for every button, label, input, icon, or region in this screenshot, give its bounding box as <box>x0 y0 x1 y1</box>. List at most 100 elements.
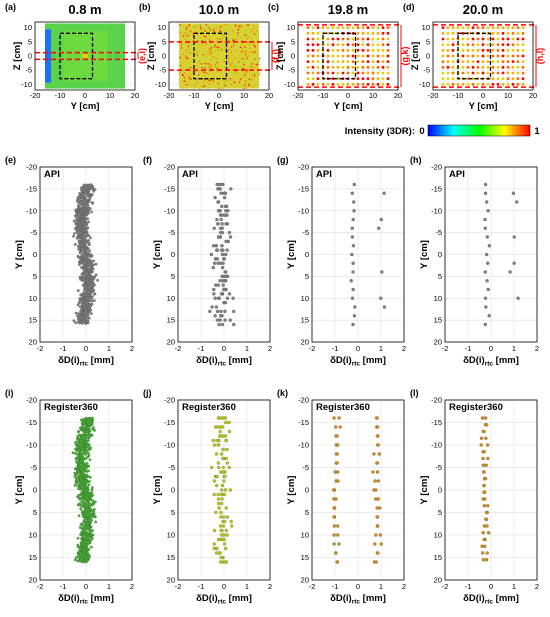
intensity-point <box>336 71 340 75</box>
data-point <box>82 264 86 267</box>
data-point <box>90 263 94 267</box>
data-point <box>85 266 89 269</box>
intensity-point <box>491 31 495 35</box>
data-point <box>377 452 382 456</box>
data-point <box>74 208 78 212</box>
y-tick-label: 20 <box>301 338 309 347</box>
intensity-point <box>230 84 233 86</box>
data-point <box>232 322 236 327</box>
data-point <box>89 283 93 287</box>
data-point <box>484 463 488 467</box>
intensity-point <box>231 62 234 64</box>
x-tick-label: 20 <box>394 91 402 100</box>
data-point <box>351 200 356 204</box>
intensity-point <box>496 48 500 52</box>
panel-title-a: 0.8 m <box>68 2 101 17</box>
data-point <box>86 495 90 499</box>
intensity-point <box>198 74 200 76</box>
intensity-point <box>461 65 465 69</box>
intensity-point <box>441 77 445 81</box>
intensity-point <box>244 42 246 44</box>
intensity-point <box>245 33 247 36</box>
intensity-point <box>185 27 188 29</box>
intensity-point <box>521 37 525 41</box>
data-point <box>86 518 90 522</box>
intensity-point <box>252 24 255 26</box>
intensity-point <box>381 48 385 52</box>
intensity-point <box>316 43 320 47</box>
x-tick-label: 0 <box>222 582 226 591</box>
data-point <box>223 416 228 420</box>
data-point <box>84 217 88 221</box>
data-point <box>230 524 234 528</box>
intensity-point <box>226 40 229 42</box>
intensity-point <box>232 58 234 60</box>
data-point <box>82 279 86 283</box>
intensity-point <box>336 82 340 86</box>
intensity-point <box>246 49 248 51</box>
x-tick-label: -1 <box>198 344 205 353</box>
data-point <box>81 549 85 552</box>
intensity-point <box>341 54 345 58</box>
data-point <box>214 305 219 309</box>
data-point <box>93 500 97 504</box>
data-point <box>78 546 82 550</box>
intensity-point <box>251 66 253 68</box>
intensity-point <box>356 60 360 64</box>
intensity-point <box>190 44 192 47</box>
profile-band-label: (e,i) <box>137 48 147 64</box>
intensity-point <box>254 33 256 35</box>
data-point <box>79 426 83 430</box>
data-point <box>77 502 81 506</box>
data-point <box>217 506 221 510</box>
intensity-point <box>381 77 385 81</box>
intensity-point <box>366 54 370 58</box>
data-point <box>216 443 220 447</box>
intensity-point <box>214 44 216 46</box>
data-point <box>227 292 232 296</box>
x-tick-label: -2 <box>37 582 44 591</box>
data-point <box>76 320 80 324</box>
y-tick-label: 10 <box>287 23 295 32</box>
intensity-point <box>247 36 249 38</box>
intensity-point <box>376 43 380 47</box>
intensity-point <box>256 63 258 65</box>
intensity-point <box>210 67 212 70</box>
intensity-point <box>506 77 510 81</box>
data-point <box>483 416 488 420</box>
intensity-point <box>182 46 185 48</box>
intensity-point <box>376 54 380 58</box>
intensity-point <box>243 61 245 63</box>
data-point <box>78 191 82 195</box>
data-point <box>376 551 380 555</box>
intensity-point <box>208 44 210 46</box>
data-point <box>85 208 89 212</box>
data-point <box>87 260 91 264</box>
intensity-point <box>511 48 515 52</box>
data-point <box>80 485 84 489</box>
intensity-point <box>212 37 214 39</box>
intensity-point <box>491 82 495 86</box>
intensity-point <box>191 71 194 73</box>
intensity-point <box>249 65 252 67</box>
intensity-point <box>256 53 259 56</box>
data-point <box>221 456 225 461</box>
intensity-point <box>253 51 255 54</box>
intensity-point <box>200 42 203 44</box>
intensity-point <box>376 82 380 86</box>
data-point <box>216 200 220 204</box>
intensity-point <box>346 65 350 69</box>
data-point <box>223 270 227 274</box>
data-point <box>376 497 381 501</box>
data-point <box>88 428 92 432</box>
y-tick-label: 20 <box>167 576 175 585</box>
data-point <box>379 217 383 222</box>
intensity-point <box>237 29 239 31</box>
data-point <box>215 318 220 322</box>
data-point <box>86 297 90 301</box>
intensity-point <box>229 82 231 84</box>
intensity-point <box>229 78 231 80</box>
data-point <box>382 305 387 309</box>
intensity-point <box>346 54 350 58</box>
data-point <box>335 461 339 465</box>
